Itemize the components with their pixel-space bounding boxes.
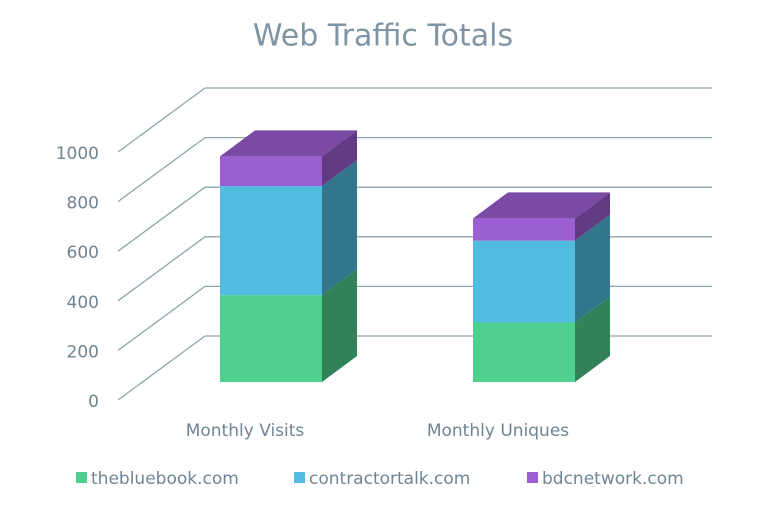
x-tick-label: Monthly Visits [186,421,305,441]
y-tick-label: 0 [88,392,99,412]
bar-segment-side [575,192,610,241]
bar-segment [473,240,575,323]
y-tick-label: 200 [67,342,99,362]
grid-line-depth [117,236,206,302]
legend-label: bdcnetwork.com [542,469,684,489]
bar-segment [220,186,322,296]
y-tick-label: 400 [67,293,99,313]
grid-line-depth [117,186,206,252]
bar-segment [473,322,575,382]
bar-segment-side [575,296,610,382]
bar-segment-side [322,160,357,296]
grid-line-depth [117,137,206,203]
x-tick-label: Monthly Uniques [427,421,569,441]
legend-swatch [76,472,87,483]
bar-segment-top [220,130,357,157]
bar-segment-side [322,269,357,382]
y-tick-label: 1000 [56,144,99,164]
legend-label: thebluebook.com [91,469,239,489]
bar-segment-top [473,192,610,219]
grid-line-depth [117,87,206,153]
bar-segment [220,295,322,382]
bar-segment [473,218,575,241]
bar-segment-side [575,214,610,323]
legend-swatch [294,472,305,483]
chart-title: Web Traffic Totals [253,19,513,54]
legend-label: contractortalk.com [309,469,470,489]
grid-line-depth [117,285,206,351]
bar-segment [220,156,322,187]
legend-swatch [527,472,538,483]
y-tick-label: 600 [67,243,99,263]
grid-line-depth [117,335,206,401]
y-tick-label: 800 [67,194,99,214]
bar-segment-side [322,130,357,187]
